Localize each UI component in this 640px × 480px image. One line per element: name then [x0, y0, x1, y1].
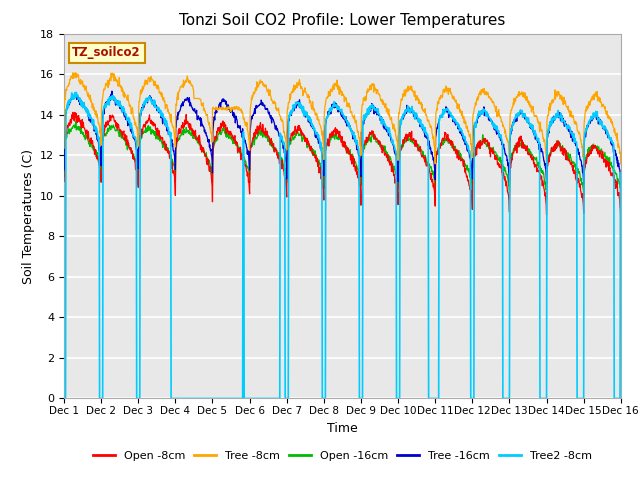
Text: TZ_soilco2: TZ_soilco2 [72, 47, 141, 60]
X-axis label: Time: Time [327, 421, 358, 434]
Legend: Open -8cm, Tree -8cm, Open -16cm, Tree -16cm, Tree2 -8cm: Open -8cm, Tree -8cm, Open -16cm, Tree -… [88, 447, 596, 466]
Title: Tonzi Soil CO2 Profile: Lower Temperatures: Tonzi Soil CO2 Profile: Lower Temperatur… [179, 13, 506, 28]
Y-axis label: Soil Temperatures (C): Soil Temperatures (C) [22, 148, 35, 284]
